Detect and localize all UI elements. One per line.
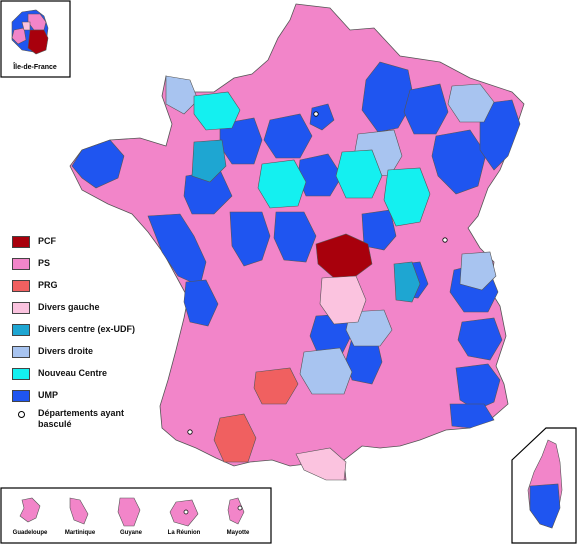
legend-item-ump: UMP — [12, 390, 58, 408]
legend-swatch — [12, 390, 30, 402]
legend-swatch — [12, 302, 30, 314]
legend-item-pcf: PCF — [12, 236, 56, 254]
legend-swatch — [12, 280, 30, 292]
legend-swatch — [12, 258, 30, 270]
legend-swatch — [12, 236, 30, 248]
legend-label: Divers centre (ex-UDF) — [38, 324, 136, 334]
legend-item-switched: Départements ayant basculé — [12, 408, 162, 429]
legend-label: Nouveau Centre — [38, 368, 108, 378]
legend-swatch — [12, 346, 30, 358]
overseas-shapes — [19, 497, 245, 527]
legend-label: PRG — [38, 280, 58, 290]
overseas-label-la-reunion: La Réunion — [167, 530, 201, 536]
legend-item-ps: PS — [12, 258, 50, 276]
legend-label: PS — [38, 258, 51, 268]
switched-marker-icon — [12, 408, 30, 420]
department-overlays — [71, 61, 521, 481]
legend-item-divers-droite: Divers droite — [12, 346, 93, 364]
overseas-label-guyane: Guyane — [119, 530, 142, 536]
switched-markers — [187, 111, 448, 435]
legend-label: Départements ayant basculé — [38, 408, 125, 429]
legend-item-divers-centre: Divers centre (ex-UDF) — [12, 324, 135, 342]
legend-item-nouveau-centre: Nouveau Centre — [12, 368, 107, 386]
legend-label: UMP — [38, 390, 58, 400]
overseas-label-guadeloupe: Guadeloupe — [12, 530, 48, 536]
idf-inset-label: Île-de-France — [13, 64, 57, 71]
legend-label: Divers gauche — [38, 302, 100, 312]
legend-item-divers-gauche: Divers gauche — [12, 302, 100, 320]
overseas-label-martinique: Martinique — [64, 530, 96, 536]
legend-label: PCF — [38, 236, 56, 246]
legend-label: Divers droite — [38, 346, 94, 356]
corsica-inset — [527, 439, 563, 529]
overseas-label-mayotte: Mayotte — [226, 530, 250, 536]
legend-swatch — [12, 368, 30, 380]
legend-item-prg: PRG — [12, 280, 58, 298]
idf-inset — [11, 9, 49, 55]
legend-swatch — [12, 324, 30, 336]
